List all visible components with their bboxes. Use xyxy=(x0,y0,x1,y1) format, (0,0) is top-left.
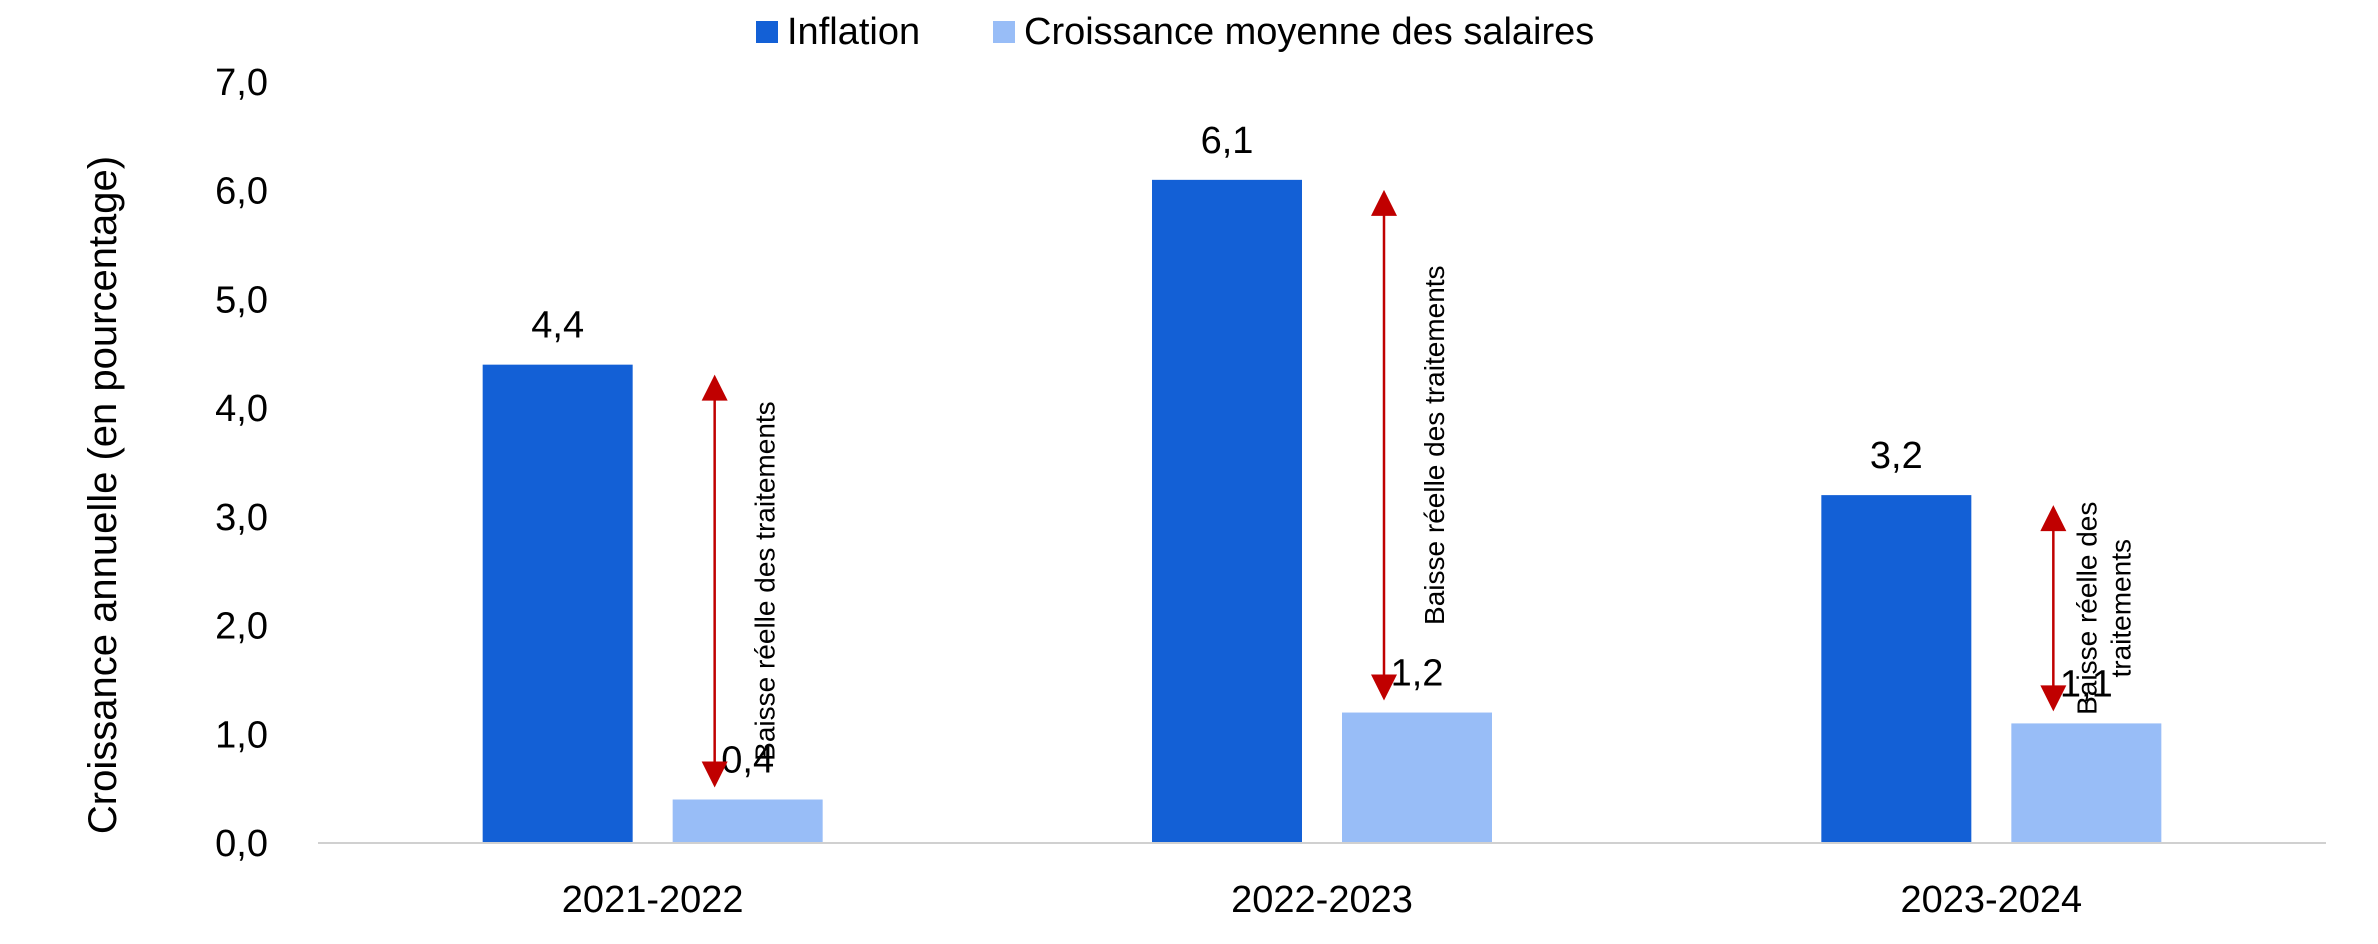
bars: 4,4 0,4 6,1 1,2 3,2 1,1 xyxy=(482,120,2162,844)
arrow-up-icon xyxy=(1371,189,1397,216)
annotation-text: traitements xyxy=(2105,539,2136,678)
annotation-text: Baisse réelle des traitements xyxy=(1419,265,1450,625)
y-tick-label: 2,0 xyxy=(215,606,268,648)
real-decline-annotation-2: Baisse réelle des traitements xyxy=(1371,189,1450,701)
y-tick-label: 4,0 xyxy=(215,388,268,430)
bar-inflation-2022-2023 xyxy=(1152,179,1302,844)
legend: Inflation Croissance moyenne des salaires xyxy=(756,11,1594,53)
y-axis-title: Croissance annuelle (en pourcentage) xyxy=(81,156,125,834)
annotation-text: Baisse réelle des xyxy=(2071,502,2102,715)
legend-swatch-1 xyxy=(756,21,778,43)
bar-salaires-2023-2024 xyxy=(2011,723,2162,843)
bar-inflation-2021-2022 xyxy=(482,364,633,843)
arrow-down-icon xyxy=(1371,674,1397,701)
legend-swatch-2 xyxy=(993,21,1015,43)
bar-salaires-2022-2023 xyxy=(1342,712,1492,843)
legend-label-1: Inflation xyxy=(787,11,920,53)
data-label: 1,1 xyxy=(2060,663,2113,705)
y-tick-label: 1,0 xyxy=(215,714,268,756)
annotations: Baisse réelle des traitements Baisse réel… xyxy=(701,189,2136,788)
real-decline-annotation-1: Baisse réelle des traitements xyxy=(701,374,781,788)
arrow-down-icon xyxy=(701,761,728,788)
y-tick-label: 3,0 xyxy=(215,497,268,539)
data-label: 3,2 xyxy=(1870,435,1923,477)
y-tick-label: 5,0 xyxy=(215,279,268,321)
y-axis: 0,0 1,0 2,0 3,0 4,0 5,0 6,0 7,0 Croissance annue… xyxy=(81,62,268,865)
data-label: 0,4 xyxy=(721,740,774,782)
x-axis: 2021-2022 2022-2023 2023-2024 xyxy=(318,842,2326,921)
y-tick-label: 7,0 xyxy=(215,62,268,104)
arrow-up-icon xyxy=(701,374,728,401)
data-label: 1,2 xyxy=(1391,653,1444,695)
annotation-text: Baisse réelle des traitements xyxy=(750,401,781,761)
x-tick-label: 2021-2022 xyxy=(562,879,744,921)
arrow-down-icon xyxy=(2040,685,2067,712)
arrow-up-icon xyxy=(2040,505,2067,532)
bar-salaires-2021-2022 xyxy=(672,799,823,843)
x-tick-label: 2023-2024 xyxy=(1900,879,2082,921)
x-tick-label: 2022-2023 xyxy=(1231,879,1413,921)
bar-inflation-2023-2024 xyxy=(1821,495,1972,843)
data-label: 6,1 xyxy=(1201,120,1254,162)
real-decline-annotation-3: Baisse réelle des traitements xyxy=(2040,502,2136,715)
y-tick-label: 6,0 xyxy=(215,171,268,213)
legend-label-2: Croissance moyenne des salaires xyxy=(1024,11,1594,53)
data-label: 4,4 xyxy=(531,305,584,347)
y-tick-label: 0,0 xyxy=(215,823,268,865)
